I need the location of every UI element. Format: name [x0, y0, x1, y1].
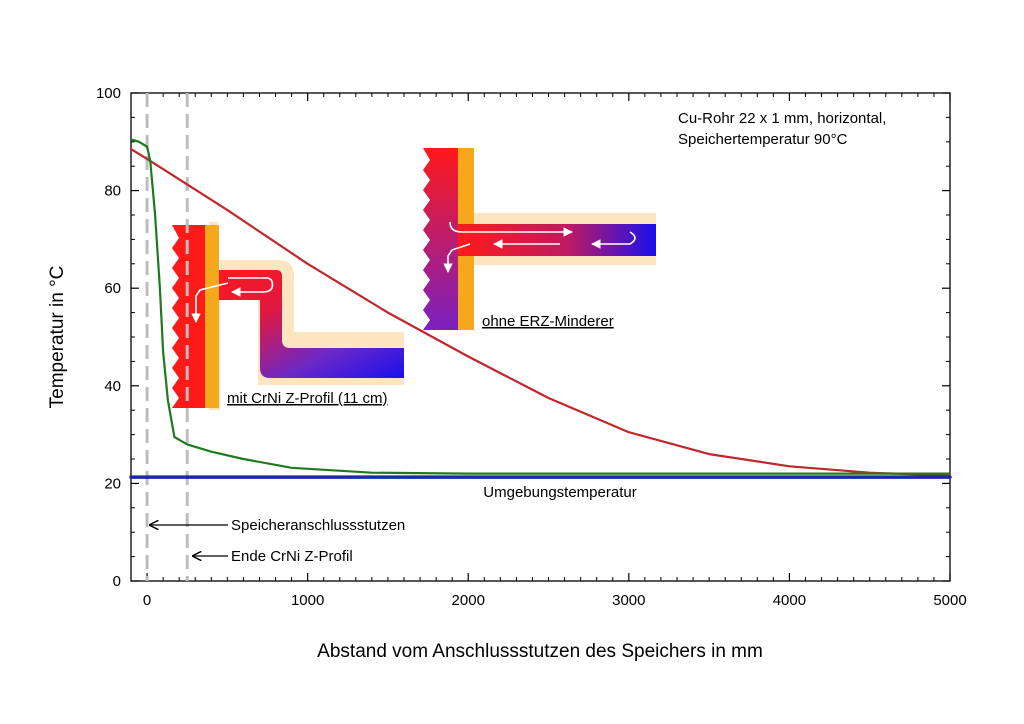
- series-line-2: [129, 138, 952, 475]
- x-axis-label: Abstand vom Anschlussstutzen des Speiche…: [317, 641, 763, 662]
- y-axis-label: Temperatur in °C: [47, 266, 68, 409]
- y-tick-label: 100: [96, 85, 121, 102]
- annotation-without-reducer: ohne ERZ-Minderer: [482, 313, 614, 330]
- x-tick-label: 3000: [612, 592, 645, 609]
- y-tick-label: 0: [113, 573, 121, 590]
- x-tick-label: 5000: [933, 592, 966, 609]
- pipe-illustration-z-profile: [172, 222, 404, 410]
- reference-dashed-lines: [145, 93, 189, 581]
- info-text-line2: Speichertemperatur 90°C: [678, 131, 848, 148]
- info-text-line1: Cu-Rohr 22 x 1 mm, horizontal,: [678, 110, 886, 127]
- annotation-end-profile: Ende CrNi Z-Profil: [231, 548, 353, 565]
- x-tick-label: 1000: [291, 592, 324, 609]
- annotation-nozzle: Speicheranschlussstutzen: [231, 517, 405, 534]
- y-axis-ticks: 0 20 40 60 80 100: [96, 85, 950, 590]
- series-lines: [129, 138, 952, 479]
- x-tick-label: 4000: [773, 592, 806, 609]
- x-tick-label: 2000: [452, 592, 485, 609]
- pipe-illustration-t-profile: [423, 148, 656, 330]
- y-tick-label: 20: [104, 475, 121, 492]
- y-tick-label: 60: [104, 280, 121, 297]
- annotation-ambient: Umgebungstemperatur: [483, 484, 636, 501]
- x-axis-ticks: 0 1000 2000 3000 4000 5000: [130, 93, 967, 609]
- y-tick-label: 80: [104, 183, 121, 200]
- annotation-with-profile: mit CrNi Z-Profil (11 cm): [227, 390, 388, 407]
- series-line-1: [129, 148, 952, 477]
- x-tick-label: 0: [143, 592, 151, 609]
- plot-frame: [130, 92, 951, 582]
- y-tick-label: 40: [104, 378, 121, 395]
